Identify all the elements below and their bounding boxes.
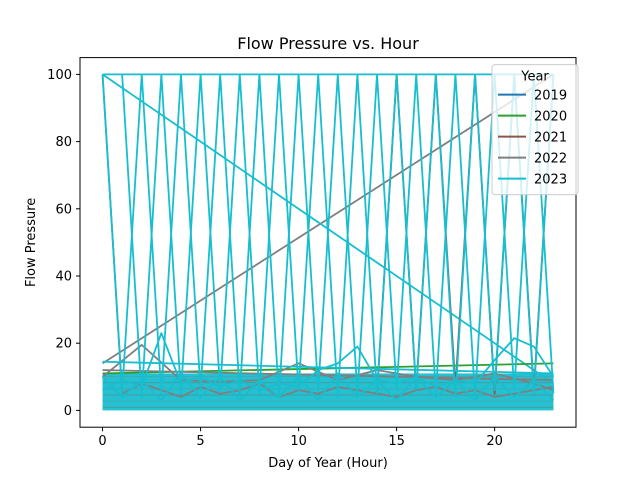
y-axis-title: Flow Pressure <box>24 198 39 287</box>
y-tick-label: 0 <box>64 404 72 419</box>
y-tick-label: 100 <box>47 68 72 83</box>
chart-title: Flow Pressure vs. Hour <box>237 34 419 53</box>
axes-frame <box>79 57 577 428</box>
series-line-2023 <box>101 372 555 402</box>
y-tick-label: 60 <box>55 202 72 217</box>
legend-box <box>491 64 579 196</box>
legend-label-2021: 2021 <box>534 131 567 146</box>
legend-label-2020: 2020 <box>534 110 567 125</box>
legend-title: Year <box>520 70 549 85</box>
series-traces <box>101 73 555 411</box>
legend-label-2019: 2019 <box>534 89 567 104</box>
y-tick-label: 40 <box>55 270 72 285</box>
x-tick-label: 0 <box>98 434 106 449</box>
legend-label-2023: 2023 <box>534 173 567 188</box>
x-tick-label: 5 <box>196 434 204 449</box>
x-tick-label: 15 <box>388 434 405 449</box>
legend: Year 2019 2020 2021 2022 2023 <box>491 64 579 196</box>
series-line-2022 <box>101 74 554 398</box>
x-tick-label: 10 <box>290 434 307 449</box>
y-tick-label: 80 <box>55 135 72 150</box>
legend-label-2022: 2022 <box>534 152 567 167</box>
axes: 0 5 10 15 20 0 20 40 60 80 100 <box>47 57 577 449</box>
series-line-2023 <box>121 73 555 398</box>
x-axis-title: Day of Year (Hour) <box>268 456 388 471</box>
x-tick-label: 20 <box>486 434 503 449</box>
y-tick-label: 20 <box>55 337 72 352</box>
series-line-2023 <box>102 332 555 392</box>
